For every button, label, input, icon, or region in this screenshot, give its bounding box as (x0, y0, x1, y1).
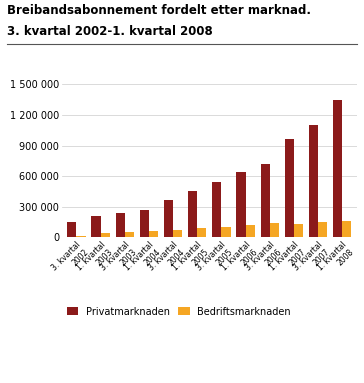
Bar (294, 224, 303, 237)
Bar (333, 100, 342, 237)
Bar (318, 223, 327, 237)
Bar (270, 223, 279, 237)
Bar (309, 125, 318, 237)
Bar (212, 182, 221, 237)
Text: Breibandsabonnement fordelt etter marknad.: Breibandsabonnement fordelt etter markna… (7, 4, 311, 17)
Bar (197, 229, 206, 237)
Bar (246, 225, 255, 237)
Bar (188, 191, 197, 237)
Bar (115, 213, 125, 237)
Bar (125, 232, 134, 237)
Bar (285, 139, 294, 237)
Bar (342, 221, 351, 237)
Bar (100, 232, 110, 237)
Bar (76, 236, 86, 237)
Bar (221, 227, 230, 237)
Text: 3. kvartal 2002-1. kvartal 2008: 3. kvartal 2002-1. kvartal 2008 (7, 25, 213, 38)
Bar (67, 222, 76, 237)
Bar (91, 216, 100, 237)
Bar (261, 164, 270, 237)
Bar (140, 210, 149, 237)
Bar (236, 172, 246, 237)
Bar (173, 230, 182, 237)
Legend: Privatmarknaden, Bedriftsmarknaden: Privatmarknaden, Bedriftsmarknaden (67, 307, 291, 317)
Bar (164, 200, 173, 237)
Bar (149, 231, 158, 237)
